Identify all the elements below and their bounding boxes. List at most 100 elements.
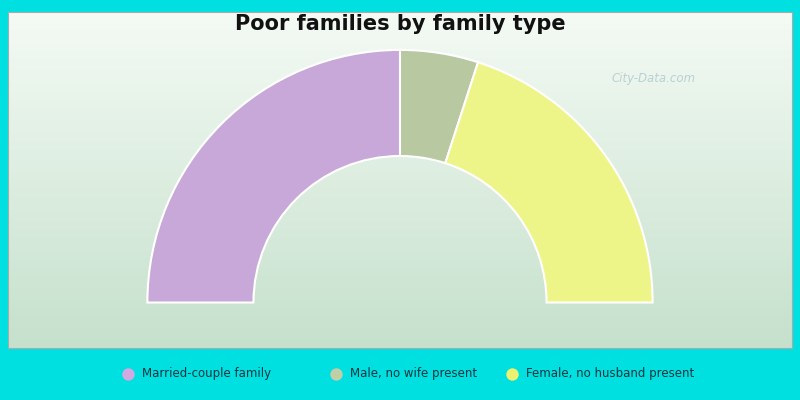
Bar	[8, 117, 792, 118]
Bar	[8, 235, 792, 236]
Bar	[8, 151, 792, 152]
Bar	[8, 282, 792, 284]
Bar	[8, 25, 792, 26]
Bar	[8, 147, 792, 148]
Bar	[8, 210, 792, 212]
Bar	[8, 95, 792, 96]
Bar	[8, 54, 792, 55]
Bar	[8, 160, 792, 162]
Bar	[8, 205, 792, 206]
Bar	[8, 339, 792, 340]
Bar	[8, 102, 792, 104]
Bar	[8, 298, 792, 300]
Bar	[8, 114, 792, 116]
Bar	[8, 159, 792, 160]
Bar	[8, 314, 792, 315]
Bar	[8, 242, 792, 243]
Bar	[8, 150, 792, 151]
Bar	[8, 347, 792, 348]
Bar	[8, 226, 792, 227]
Bar	[8, 33, 792, 34]
Bar	[8, 328, 792, 330]
Bar	[8, 300, 792, 301]
Bar	[8, 30, 792, 32]
Bar	[8, 146, 792, 147]
Bar	[8, 105, 792, 106]
Bar	[8, 176, 792, 177]
Bar	[8, 243, 792, 244]
Bar	[8, 113, 792, 114]
Bar	[8, 246, 792, 247]
Bar	[8, 278, 792, 280]
Bar	[8, 255, 792, 256]
Bar	[8, 302, 792, 303]
Bar	[8, 37, 792, 38]
Bar	[8, 236, 792, 238]
Bar	[8, 44, 792, 45]
Bar	[8, 170, 792, 171]
Bar	[8, 251, 792, 252]
Bar	[8, 87, 792, 88]
Bar	[8, 285, 792, 286]
Bar	[8, 324, 792, 326]
Bar	[8, 345, 792, 347]
Bar	[8, 133, 792, 134]
Bar	[8, 88, 792, 90]
Bar	[8, 292, 792, 293]
Bar	[8, 50, 792, 51]
Text: Female, no husband present: Female, no husband present	[526, 368, 694, 380]
Bar	[8, 46, 792, 48]
Bar	[8, 334, 792, 335]
Bar	[8, 280, 792, 281]
Bar	[8, 227, 792, 228]
Bar	[8, 310, 792, 311]
Bar	[8, 336, 792, 338]
Bar	[8, 256, 792, 258]
Bar	[8, 67, 792, 68]
Bar	[8, 258, 792, 259]
Bar	[8, 49, 792, 50]
Bar	[8, 142, 792, 143]
Bar	[8, 48, 792, 49]
Bar	[8, 141, 792, 142]
Bar	[8, 264, 792, 265]
Bar	[8, 231, 792, 232]
Bar	[8, 344, 792, 345]
Bar	[8, 240, 792, 242]
Bar	[8, 216, 792, 217]
Bar	[8, 244, 792, 246]
Text: Male, no wife present: Male, no wife present	[350, 368, 478, 380]
Bar	[8, 193, 792, 194]
Bar	[8, 340, 792, 342]
Bar	[8, 209, 792, 210]
Bar	[8, 57, 792, 58]
Bar	[8, 284, 792, 285]
Bar	[8, 71, 792, 72]
Wedge shape	[147, 50, 400, 302]
Bar	[8, 250, 792, 251]
Bar	[8, 93, 792, 95]
Bar	[8, 66, 792, 67]
Bar	[8, 15, 792, 16]
Bar	[8, 181, 792, 183]
Bar	[8, 179, 792, 180]
Bar	[8, 184, 792, 185]
Bar	[8, 332, 792, 334]
Bar	[8, 74, 792, 75]
Bar	[8, 90, 792, 91]
Bar	[8, 156, 792, 158]
Bar	[8, 315, 792, 316]
Bar	[8, 55, 792, 57]
Bar	[8, 309, 792, 310]
Bar	[8, 206, 792, 208]
Bar	[8, 168, 792, 170]
Bar	[8, 217, 792, 218]
Bar	[8, 75, 792, 76]
Bar	[8, 158, 792, 159]
Bar	[8, 82, 792, 83]
Bar	[8, 214, 792, 216]
Bar	[8, 288, 792, 289]
Bar	[8, 294, 792, 296]
Bar	[8, 124, 792, 125]
Bar	[8, 41, 792, 42]
